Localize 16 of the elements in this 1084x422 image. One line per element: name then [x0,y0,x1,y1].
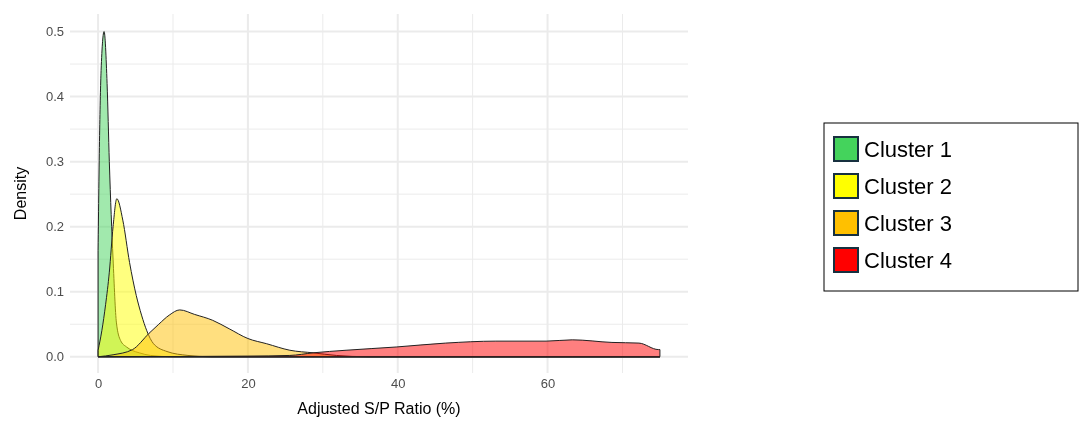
y-tick-label: 0.0 [45,349,64,365]
y-tick-label: 0.1 [45,284,64,300]
x-axis-title: Adjusted S/P Ratio (%) [297,400,461,417]
x-tick-label: 60 [540,376,556,392]
y-axis-title: Density [12,166,29,221]
legend-label: Cluster 2 [864,174,953,199]
y-tick-label: 0.2 [45,219,64,235]
x-tick-label: 20 [241,376,256,392]
x-tick-label: 40 [390,376,406,392]
x-tick-label: 0 [94,376,103,392]
y-tick-label: 0.5 [45,24,64,40]
y-tick-label: 0.4 [45,89,64,105]
legend-label: Cluster 1 [864,137,953,162]
legend-label: Cluster 4 [864,248,953,273]
legend-label: Cluster 3 [864,211,953,236]
y-tick-label: 0.3 [45,154,64,170]
